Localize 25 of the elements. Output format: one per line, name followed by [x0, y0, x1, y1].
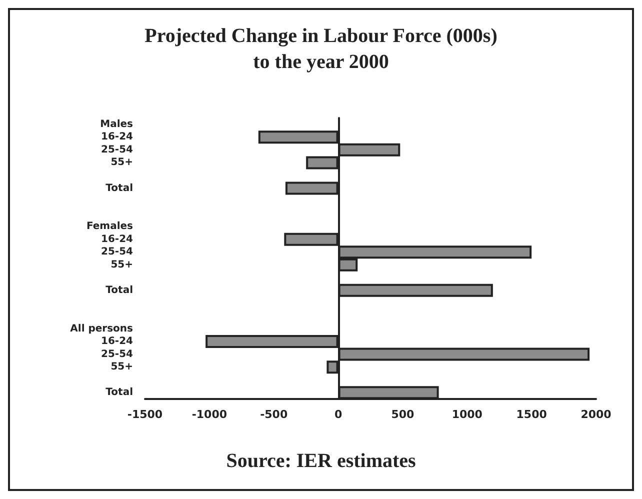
x-tick-label: -500 — [260, 408, 288, 421]
y-tick-label: 55+ — [110, 157, 133, 168]
y-tick-label: 16-24 — [101, 336, 134, 348]
x-tick-label: 2000 — [580, 408, 612, 421]
x-tick-label: -1500 — [127, 408, 163, 421]
y-tick-label: Females — [86, 221, 134, 232]
x-tick-label: 1000 — [452, 408, 483, 421]
y-tick-label: All persons — [70, 323, 134, 334]
y-tick-label: 16-24 — [101, 132, 134, 143]
y-tick-label: Total — [106, 387, 133, 398]
y-tick-label: 25-54 — [101, 246, 134, 258]
chart-title: Projected Change in Labour Force (000s) to the year 2000 — [144, 25, 498, 73]
y-tick-label: 55+ — [110, 259, 133, 270]
y-tick-label: Males — [100, 118, 134, 130]
y-tick-label: 55+ — [110, 362, 133, 373]
y-tick-label: Total — [106, 284, 133, 296]
x-tick-label: 0 — [334, 408, 342, 421]
x-tick-label: 1500 — [516, 408, 548, 421]
y-tick-label: 25-54 — [101, 144, 134, 156]
x-tick-label: 500 — [391, 408, 415, 421]
x-tick-label: -1000 — [192, 408, 228, 421]
source-note: Source: IER estimates — [226, 450, 416, 472]
y-tick-label: 16-24 — [101, 234, 134, 245]
y-tick-label: 25-54 — [101, 348, 134, 360]
y-tick-label: Total — [106, 182, 133, 194]
